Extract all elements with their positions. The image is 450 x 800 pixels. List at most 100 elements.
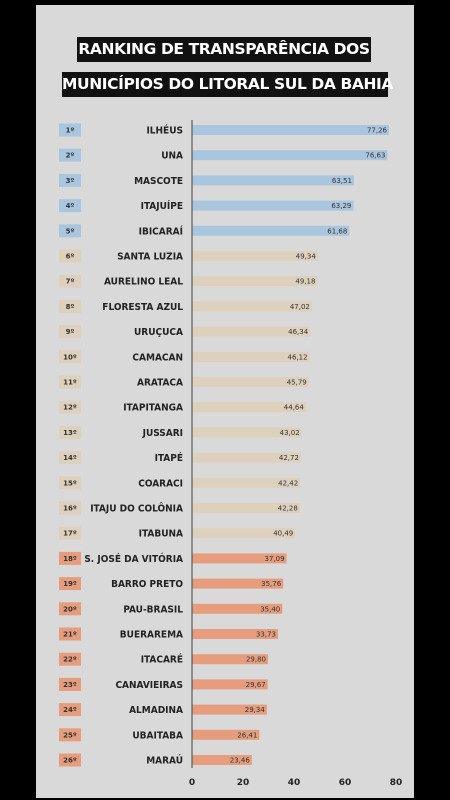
bar xyxy=(192,503,300,513)
rank-label: 18º xyxy=(63,555,77,563)
rank-badge xyxy=(59,501,81,515)
rank-badge xyxy=(59,148,81,162)
rank-label: 23º xyxy=(63,681,77,689)
rank-label: 3º xyxy=(66,177,75,185)
rank-badge xyxy=(59,224,81,238)
rank-label: 6º xyxy=(66,253,75,261)
x-tick-label: 60 xyxy=(339,778,352,788)
rank-label: 19º xyxy=(63,580,77,588)
x-tick-label: 40 xyxy=(288,778,301,788)
value-label: 45,79 xyxy=(287,379,307,387)
municipality-label: ALMADINA xyxy=(129,705,183,716)
rank-badge xyxy=(59,425,81,439)
value-label: 47,02 xyxy=(290,303,310,311)
rank-badge xyxy=(59,274,81,288)
rank-badge xyxy=(59,627,81,641)
rank-label: 26º xyxy=(63,757,77,765)
bar xyxy=(192,225,350,236)
municipality-label: BUERAREMA xyxy=(120,630,183,641)
rank-label: 20º xyxy=(63,605,77,613)
rank-label: 1º xyxy=(66,127,75,135)
bar xyxy=(192,578,284,589)
bar xyxy=(192,326,311,337)
bar xyxy=(192,755,252,765)
value-label: 77,26 xyxy=(367,127,388,135)
municipality-label: URUÇUCA xyxy=(134,327,183,338)
municipality-label: ITABUNA xyxy=(139,529,183,540)
municipality-label: BARRO PRETO xyxy=(111,579,183,590)
municipality-label: MASCOTE xyxy=(134,176,183,187)
municipality-label: ARATACA xyxy=(137,378,183,389)
value-label: 49,18 xyxy=(295,278,315,286)
rank-badge xyxy=(59,526,81,540)
value-label: 35,40 xyxy=(260,605,280,613)
rank-label: 17º xyxy=(63,530,77,538)
bar xyxy=(192,603,283,614)
value-label: 61,68 xyxy=(327,227,347,235)
rank-label: 8º xyxy=(66,303,75,311)
bar xyxy=(192,276,318,287)
rank-badge xyxy=(59,602,81,616)
municipality-label: SANTA LUZIA xyxy=(117,252,183,263)
value-label: 42,42 xyxy=(278,479,298,487)
municipality-label: ITACARÉ xyxy=(141,653,183,666)
value-label: 29,34 xyxy=(245,706,266,714)
rank-badge xyxy=(59,451,81,465)
rank-badge xyxy=(59,728,81,742)
rank-label: 22º xyxy=(63,656,77,664)
value-label: 42,28 xyxy=(278,505,298,513)
municipality-label: MARAÚ xyxy=(146,754,183,767)
municipality-label: PAU-BRASIL xyxy=(123,604,183,615)
municipality-label: UBAITABA xyxy=(132,730,183,741)
rank-label: 9º xyxy=(66,328,75,336)
value-label: 37,09 xyxy=(265,555,285,563)
bar xyxy=(192,477,301,488)
x-tick-label: 0 xyxy=(189,778,195,788)
value-label: 29,67 xyxy=(246,681,266,689)
rank-badge xyxy=(59,123,81,137)
bar xyxy=(192,251,318,261)
municipality-label: FLORESTA AZUL xyxy=(102,302,183,313)
rank-badge xyxy=(59,350,81,364)
rank-label: 25º xyxy=(63,731,77,739)
rank-label: 2º xyxy=(66,152,75,160)
chart-title-line-2: MUNICÍPIOS DO LITORAL SUL DA BAHIA xyxy=(62,72,393,97)
rank-badge xyxy=(59,375,81,389)
municipality-label: JUSSARI xyxy=(142,428,183,439)
rank-badge xyxy=(59,400,81,414)
rank-badge xyxy=(59,703,81,717)
rank-label: 5º xyxy=(66,227,75,235)
rank-badge xyxy=(59,577,81,591)
municipality-label: ITAPÉ xyxy=(155,451,183,464)
rank-label: 16º xyxy=(63,505,77,513)
rank-label: 15º xyxy=(63,479,77,487)
bar xyxy=(192,200,354,211)
rank-label: 13º xyxy=(63,429,77,437)
value-label: 49,34 xyxy=(296,253,317,261)
value-label: 46,12 xyxy=(288,353,308,361)
rank-label: 7º xyxy=(66,278,75,286)
x-tick-label: 20 xyxy=(237,778,250,788)
bar xyxy=(192,377,309,387)
municipality-label: UNA xyxy=(161,151,183,162)
municipality-label: IBICARAÍ xyxy=(139,224,184,237)
bar xyxy=(192,654,268,665)
value-label: 63,51 xyxy=(332,177,352,185)
municipality-label: ILHÉUS xyxy=(146,124,183,137)
rank-badge xyxy=(59,753,81,767)
bar xyxy=(192,729,260,740)
value-label: 42,72 xyxy=(279,454,299,462)
bar xyxy=(192,528,296,539)
value-label: 35,76 xyxy=(261,580,282,588)
rank-badge xyxy=(59,325,81,339)
chart-panel xyxy=(36,5,414,798)
chart-title-line-1: RANKING DE TRANSPARÊNCIA DOS xyxy=(77,37,371,62)
bar xyxy=(192,175,354,186)
value-label: 26,41 xyxy=(237,731,257,739)
rank-badge xyxy=(59,199,81,213)
bar xyxy=(192,427,302,438)
rank-badge xyxy=(59,551,81,565)
value-label: 40,49 xyxy=(273,530,293,538)
rank-label: 12º xyxy=(63,404,77,412)
